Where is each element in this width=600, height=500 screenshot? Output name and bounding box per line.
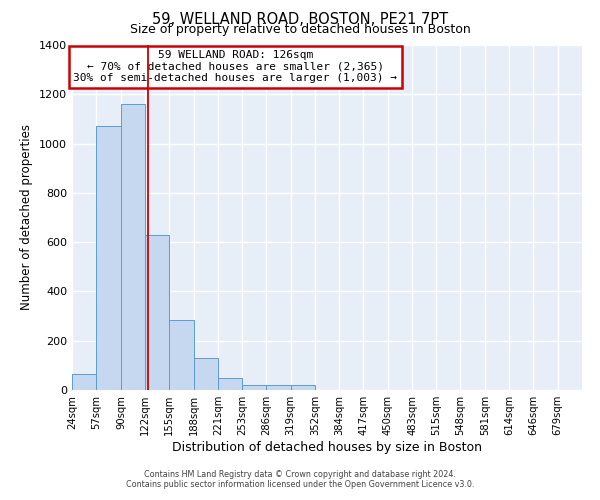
Bar: [194, 358, 218, 390]
Bar: [169, 320, 194, 390]
Bar: [266, 384, 290, 390]
Bar: [290, 385, 315, 390]
Text: Contains HM Land Registry data © Crown copyright and database right 2024.
Contai: Contains HM Land Registry data © Crown c…: [126, 470, 474, 489]
Bar: [72, 374, 97, 390]
Bar: [218, 378, 242, 390]
Text: 59 WELLAND ROAD: 126sqm
← 70% of detached houses are smaller (2,365)
30% of semi: 59 WELLAND ROAD: 126sqm ← 70% of detache…: [73, 50, 397, 84]
Y-axis label: Number of detached properties: Number of detached properties: [20, 124, 34, 310]
Bar: [121, 104, 145, 390]
Bar: [242, 384, 266, 390]
Bar: [97, 126, 121, 390]
Text: 59, WELLAND ROAD, BOSTON, PE21 7PT: 59, WELLAND ROAD, BOSTON, PE21 7PT: [152, 12, 448, 28]
X-axis label: Distribution of detached houses by size in Boston: Distribution of detached houses by size …: [172, 441, 482, 454]
Text: Size of property relative to detached houses in Boston: Size of property relative to detached ho…: [130, 22, 470, 36]
Bar: [145, 235, 169, 390]
